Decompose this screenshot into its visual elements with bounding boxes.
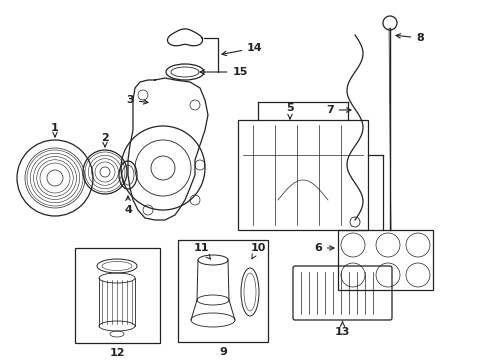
Text: 10: 10 (250, 243, 265, 259)
Text: 3: 3 (126, 95, 148, 105)
Text: 11: 11 (193, 243, 210, 259)
Text: 4: 4 (124, 196, 132, 215)
Bar (238, 120, 367, 230)
Text: 1: 1 (51, 123, 59, 137)
Text: 14: 14 (222, 43, 262, 55)
Text: 13: 13 (334, 321, 349, 337)
Bar (75, 248, 160, 343)
Text: 5: 5 (285, 103, 293, 119)
Text: 15: 15 (200, 67, 247, 77)
Text: 8: 8 (395, 33, 423, 43)
Text: 12: 12 (109, 348, 125, 358)
Bar (178, 240, 267, 342)
Text: 9: 9 (219, 347, 226, 357)
Text: 6: 6 (313, 243, 333, 253)
Bar (337, 230, 432, 290)
Text: 7: 7 (325, 105, 350, 115)
Text: 2: 2 (101, 133, 109, 147)
